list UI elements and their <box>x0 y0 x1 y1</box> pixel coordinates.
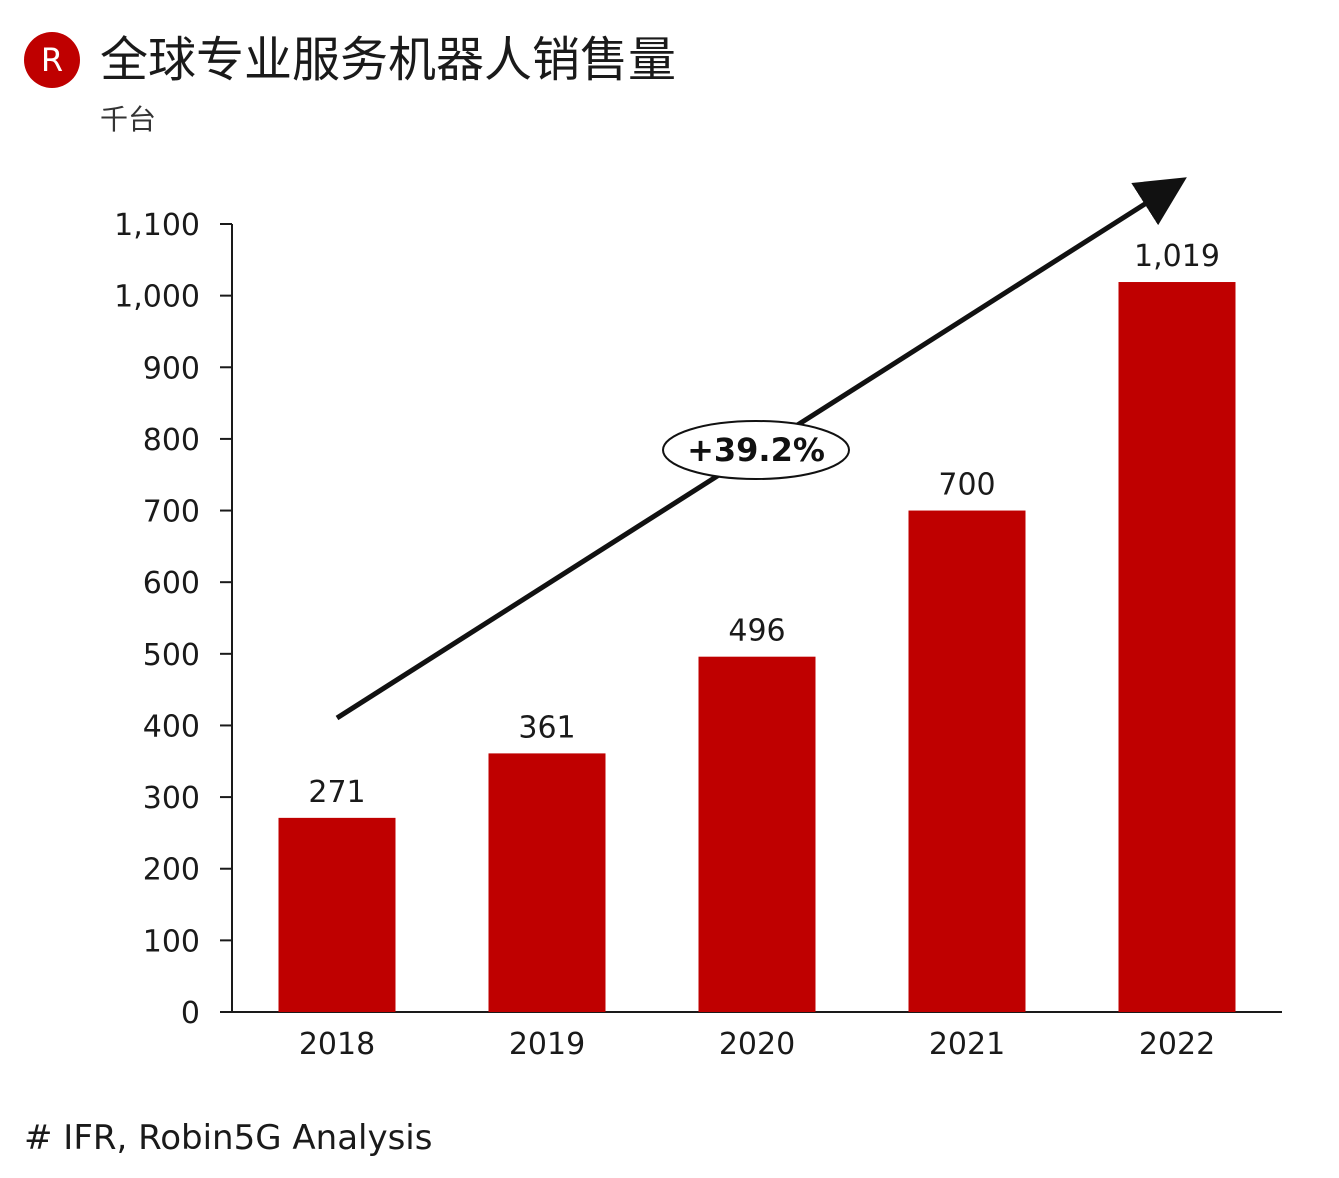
bar-2018 <box>278 817 396 1012</box>
x-tick-label-2020: 2020 <box>719 1027 795 1062</box>
bar-2021 <box>908 510 1026 1012</box>
value-label-2020: 496 <box>728 614 785 649</box>
y-tick-label: 1,000 <box>114 280 200 315</box>
bar-2020 <box>698 656 816 1012</box>
value-label-2022: 1,019 <box>1134 239 1220 274</box>
y-tick-label: 300 <box>143 781 200 816</box>
y-tick-label: 400 <box>143 709 200 744</box>
chart-title: 全球专业服务机器人销售量 <box>100 32 677 88</box>
growth-rate-label: +39.2% <box>687 431 825 469</box>
bars <box>278 282 1236 1012</box>
y-tick-label: 200 <box>143 853 200 888</box>
y-tick-label: 900 <box>143 351 200 386</box>
source-note: # IFR, Robin5G Analysis <box>24 1118 433 1158</box>
y-tick-label: 1,100 <box>114 208 200 243</box>
y-tick-label: 100 <box>143 924 200 959</box>
x-tick-label-2019: 2019 <box>509 1027 585 1062</box>
trend-annotation: +39.2% <box>335 177 1187 721</box>
growth-bubble <box>662 420 850 480</box>
value-label-2019: 361 <box>518 710 575 745</box>
brand-logo: R <box>24 32 80 88</box>
y-tick-label: 800 <box>143 423 200 458</box>
chart-unit-subtitle: 千台 <box>100 103 157 136</box>
y-tick-label: 600 <box>143 566 200 601</box>
value-label-2021: 700 <box>938 468 995 503</box>
data-labels: 271 361 496 700 1,019 <box>308 239 1220 810</box>
bar-2022 <box>1118 282 1236 1012</box>
y-tick-label: 0 <box>181 996 200 1031</box>
x-tick-label-2018: 2018 <box>299 1027 375 1062</box>
value-label-2018: 271 <box>308 775 365 810</box>
bar-2019 <box>488 753 606 1012</box>
y-axis: 0 100 200 300 400 500 600 700 800 900 1,000 1,100 <box>114 208 233 1031</box>
x-tick-label-2022: 2022 <box>1139 1027 1215 1062</box>
x-tick-label-2021: 2021 <box>929 1027 1005 1062</box>
y-tick-label: 500 <box>143 638 200 673</box>
x-axis: 2018 2019 2020 2021 2022 <box>232 1011 1282 1062</box>
y-tick-label: 700 <box>143 495 200 530</box>
